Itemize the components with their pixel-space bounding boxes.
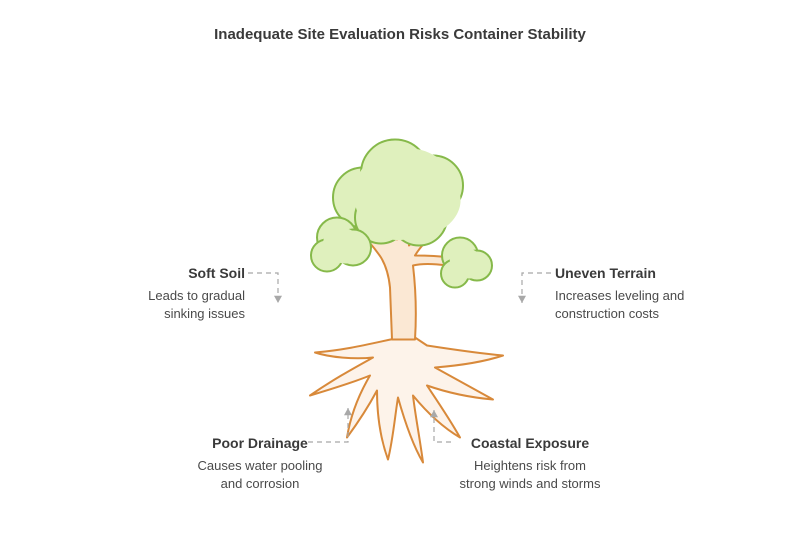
- callout-title-soft-soil: Soft Soil: [105, 265, 245, 281]
- callout-title-coastal-exposure: Coastal Exposure: [455, 435, 605, 451]
- callout-desc-uneven-terrain: Increases leveling and construction cost…: [555, 287, 700, 322]
- callout-uneven-terrain: Uneven Terrain Increases leveling and con…: [555, 265, 700, 322]
- tree-svg: [255, 108, 545, 488]
- callout-poor-drainage: Poor Drainage Causes water pooling and co…: [195, 435, 325, 492]
- callout-coastal-exposure: Coastal Exposure Heightens risk from stro…: [455, 435, 605, 492]
- callout-title-poor-drainage: Poor Drainage: [195, 435, 325, 451]
- callout-soft-soil: Soft Soil Leads to gradual sinking issues: [105, 265, 245, 322]
- callout-desc-coastal-exposure: Heightens risk from strong winds and sto…: [455, 457, 605, 492]
- page-title: Inadequate Site Evaluation Risks Contain…: [0, 26, 800, 43]
- callout-desc-poor-drainage: Causes water pooling and corrosion: [195, 457, 325, 492]
- callout-title-uneven-terrain: Uneven Terrain: [555, 265, 700, 281]
- callout-desc-soft-soil: Leads to gradual sinking issues: [105, 287, 245, 322]
